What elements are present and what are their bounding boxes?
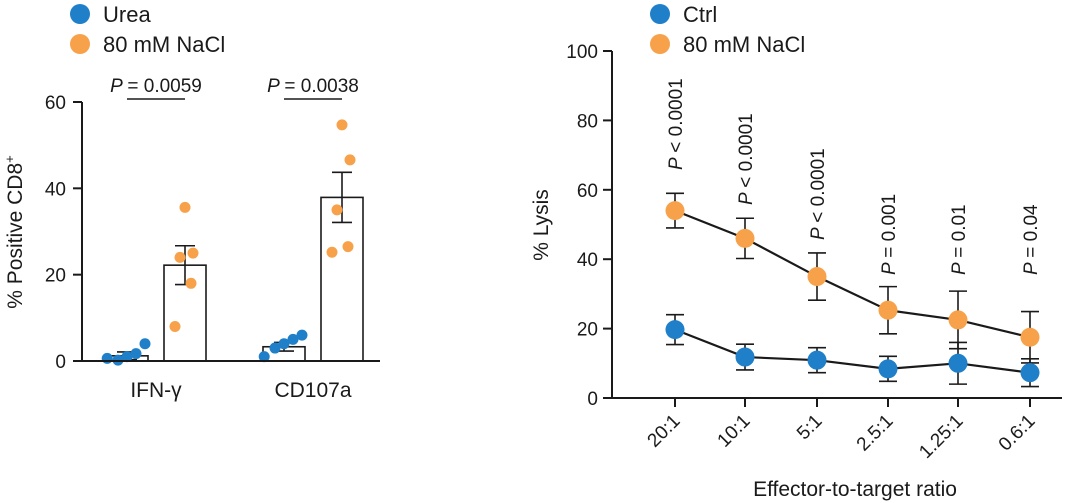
series-line [674,209,1031,339]
data-point [121,351,133,363]
y-tick-label-b: 60 [577,181,598,202]
data-point [665,320,685,340]
data-point [139,338,151,350]
data-point [269,342,281,354]
p-value-label-b: P = 0.04 [1021,204,1042,275]
data-point [948,310,968,330]
p-value-label-a: P = 0.0038 [267,76,359,97]
bar [320,196,364,362]
data-point [187,247,199,259]
legend-a-nacl-marker [70,34,90,54]
y-axis-label-a: % Positive CD8+ [2,155,27,308]
x-tick-label-b: 1.25:1 [915,411,967,463]
x-tick-label-b: 10:1 [714,411,755,452]
data-point [174,251,186,263]
legend-b-nacl-label: 80 mM NaCl [683,32,805,57]
legend-a-urea-marker [70,4,90,24]
legend-b-ctrl-label: Ctrl [683,2,717,27]
p-value-label-b: P < 0.0001 [808,148,829,240]
data-point [258,351,270,363]
bars-a [82,119,380,366]
p-value-label-a: P = 0.0059 [110,76,202,97]
data-point [169,320,181,332]
y-tick-label-b: 0 [587,389,598,410]
data-point [735,347,755,367]
bar-chart-panel: Urea 80 mM NaCl % Positive CD8+ 0204060 … [2,2,380,402]
x-tick-label-a: IFN-γ [130,379,182,402]
p-value-label-b: P = 0.001 [879,194,900,275]
y-tick-label-b: 100 [566,42,598,63]
y-axis-label-b: % Lysis [530,189,553,261]
p-value-label-b: P < 0.0001 [736,113,757,205]
legend-b: Ctrl 80 mM NaCl [650,2,805,57]
y-tick-label-b: 80 [577,111,598,132]
data-point [336,119,348,131]
data-point [807,350,827,370]
data-point [278,338,290,350]
line-chart-panel: Ctrl 80 mM NaCl % Lysis Effector-to-targ… [530,2,1062,501]
p-value-labels-b: P < 0.0001 P < 0.0001 P < 0.0001 P = 0.001 P… [666,78,1042,275]
x-tick-label-a: CD107a [274,379,351,402]
data-point [185,277,197,289]
data-point [342,241,354,253]
data-point [878,359,898,379]
x-axis-label-b: Effector-to-target ratio [753,478,957,501]
y-tick-label-a: 40 [45,179,66,200]
data-point [735,228,755,248]
x-tick-label-b: 5:1 [793,411,827,445]
p-value-label-b: P < 0.0001 [666,78,687,170]
data-point [179,201,191,213]
data-point [878,300,898,320]
data-point [287,333,299,345]
p-value-annotations-a: P = 0.0059 P = 0.0038 [110,76,359,100]
x-tick-label-b: 20:1 [644,411,685,452]
y-tick-label-a: 0 [55,352,66,373]
data-point [948,353,968,373]
data-point [101,352,113,364]
data-point [296,329,308,341]
y-tick-label-b: 20 [577,320,598,341]
y-tick-label-a: 60 [45,93,66,114]
data-point [807,267,827,287]
data-point [326,246,338,258]
legend-a-urea-label: Urea [103,2,151,27]
series-lines-b [665,192,1040,388]
legend-a-nacl-label: 80 mM NaCl [103,32,225,57]
y-axis-a: 0 20 40 60 [45,93,83,373]
legend-a: Urea 80 mM NaCl [70,2,225,57]
p-value-label-b: P = 0.01 [949,204,970,275]
y-tick-label-a: 20 [45,266,66,287]
legend-b-ctrl-marker [650,4,670,24]
x-axis-b: 20:1 10:1 5:1 2.5:1 1.25:1 0.6:1 [612,397,1062,463]
x-tick-label-b: 0.6:1 [995,411,1040,456]
x-tick-labels-a: IFN-γ CD107a [130,379,352,402]
series-line [674,328,1031,374]
x-tick-label-b: 2.5:1 [853,411,898,456]
data-point [130,348,142,360]
data-point [665,201,685,221]
data-point [344,154,356,166]
data-point [1020,363,1040,383]
data-point [1020,327,1040,347]
legend-b-nacl-marker [650,34,670,54]
data-point [331,204,343,216]
y-axis-b: 0 20 40 60 80 100 [566,42,613,410]
y-tick-label-b: 40 [577,250,598,271]
